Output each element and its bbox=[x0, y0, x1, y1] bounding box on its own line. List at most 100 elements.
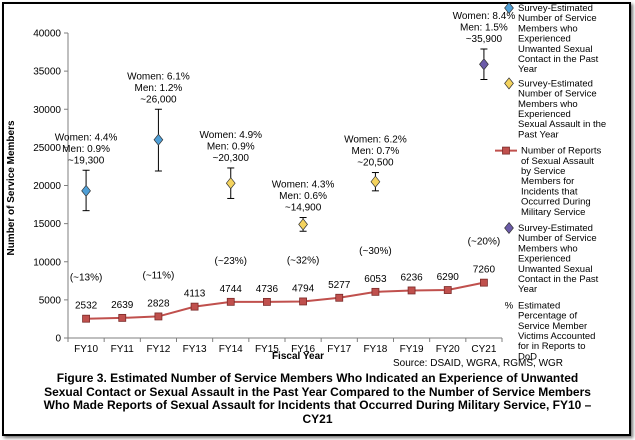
legend-label: Service Member bbox=[518, 321, 587, 332]
y-tick-label: 40000 bbox=[33, 29, 61, 40]
legend-label: Year bbox=[518, 284, 537, 295]
reports-point bbox=[480, 278, 488, 287]
x-tick-label: FY11 bbox=[111, 344, 135, 355]
caption-line: Figure 3. Estimated Number of Service Me… bbox=[56, 371, 579, 385]
estimate-annotation: Women: 4.3% bbox=[272, 180, 335, 191]
legend-marker bbox=[504, 221, 514, 235]
legend-label: Members who bbox=[518, 243, 578, 254]
y-tick-label: 15000 bbox=[33, 219, 61, 230]
estimate-annotation: ~14,900 bbox=[285, 203, 322, 214]
y-tick-label: 35000 bbox=[33, 67, 61, 78]
series-layer: 2532 2639 2828 4113 4744 4736 4794 5277 6053 6236… bbox=[55, 11, 515, 323]
legend-label: Number of Reports bbox=[521, 146, 602, 157]
usc-estimate-point bbox=[479, 58, 489, 71]
reports-data-label: 2828 bbox=[147, 298, 170, 309]
legend-label: Members who bbox=[518, 23, 578, 34]
estimate-annotation: Men: 1.2% bbox=[135, 83, 183, 94]
reports-point bbox=[299, 297, 307, 306]
legend-label: Unwanted Sexual bbox=[518, 44, 592, 55]
reports-point bbox=[371, 287, 380, 296]
legend-label: Number of Service bbox=[518, 233, 597, 244]
reports-data-label: 2639 bbox=[111, 300, 134, 311]
percent-label: (~13%) bbox=[70, 273, 103, 284]
reports-data-label: 2532 bbox=[75, 301, 98, 312]
legend-label: Number of Service bbox=[518, 89, 597, 100]
reports-point bbox=[263, 297, 271, 306]
y-tick-label: 25000 bbox=[33, 143, 61, 154]
x-tick-label: FY14 bbox=[219, 344, 243, 355]
estimate-annotation: ~19,300 bbox=[68, 155, 105, 166]
sa-estimate-point bbox=[370, 175, 381, 188]
legend-label: Number of Service bbox=[518, 13, 597, 24]
caption-line: Sexual Contact or Sexual Assault in the … bbox=[44, 384, 591, 399]
sa-estimate-point bbox=[298, 218, 308, 231]
reports-point bbox=[118, 313, 127, 322]
estimate-annotation: Men: 0.9% bbox=[62, 144, 110, 155]
reports-data-label: 6236 bbox=[400, 272, 423, 283]
legend-marker: % bbox=[505, 300, 514, 311]
legend-label: Percentage of bbox=[518, 311, 578, 322]
x-tick-label: FY12 bbox=[146, 344, 170, 355]
x-axis: FY10 FY11 FY12 FY13 FY14 FY15 FY16 FY17 FY18 FY19… bbox=[67, 338, 503, 355]
source-note: Source: DSAID, WGRA, RGMS, WGR bbox=[393, 358, 563, 369]
usc-estimate-point bbox=[81, 184, 91, 197]
estimate-annotation: ~26,000 bbox=[140, 94, 177, 105]
legend-label: Incidents that bbox=[521, 186, 578, 197]
x-tick-label: FY17 bbox=[327, 344, 351, 355]
x-axis-title: Fiscal Year bbox=[272, 351, 324, 362]
legend-label: of Sexual Assault bbox=[521, 156, 594, 167]
usc-estimate-point bbox=[153, 133, 164, 146]
y-tick-label: 5000 bbox=[39, 295, 62, 306]
percent-label: (~32%) bbox=[287, 255, 320, 266]
estimate-annotation: Women: 4.4% bbox=[55, 132, 118, 143]
x-tick-label: FY19 bbox=[400, 344, 424, 355]
legend-label: Estimated bbox=[518, 300, 560, 311]
y-axis: 0 5000 10000 15000 20000 25000 30000 35000 40000 bbox=[33, 29, 68, 345]
legend-label: DoD bbox=[518, 351, 537, 362]
estimate-annotation: Men: 1.5% bbox=[460, 23, 508, 34]
estimate-annotation: Women: 4.9% bbox=[199, 130, 262, 141]
figure-frame bbox=[2, 2, 631, 436]
y-tick-label: 10000 bbox=[33, 257, 61, 268]
estimate-annotation: ~35,900 bbox=[466, 34, 503, 45]
legend-label: for in Reports to bbox=[518, 341, 586, 352]
estimate-annotation: Women: 6.1% bbox=[127, 71, 190, 82]
caption-line: Who Made Reports of Sexual Assault for I… bbox=[43, 398, 592, 412]
legend-label: Year bbox=[518, 64, 537, 75]
legend-label: Military Service bbox=[521, 207, 585, 218]
estimate-annotation: Women: 6.2% bbox=[344, 135, 407, 146]
reports-data-label: 4744 bbox=[220, 284, 243, 295]
percent-label: (~20%) bbox=[468, 237, 501, 248]
estimate-annotation: Men: 0.9% bbox=[207, 141, 255, 152]
x-tick-label: CY21 bbox=[471, 344, 496, 355]
y-tick-label: 20000 bbox=[33, 181, 61, 192]
legend-label: Past Year bbox=[518, 129, 559, 140]
legend-marker bbox=[502, 146, 510, 155]
legend-label: Survey-Estimated bbox=[518, 3, 593, 14]
reports-data-label: 5277 bbox=[328, 280, 351, 291]
legend-label: by Service bbox=[521, 166, 565, 177]
reports-series-line bbox=[86, 281, 485, 320]
x-tick-label: FY16 bbox=[291, 344, 315, 355]
caption-line: CY21 bbox=[302, 411, 333, 426]
x-tick-label: FY15 bbox=[255, 344, 279, 355]
y-tick-label: 0 bbox=[55, 334, 61, 345]
percent-label: (~23%) bbox=[214, 256, 247, 267]
legend-marker bbox=[504, 1, 514, 15]
reports-data-label: 6290 bbox=[437, 272, 460, 283]
legend-label: Victims Accounted bbox=[518, 331, 595, 342]
x-tick-label: FY18 bbox=[363, 344, 387, 355]
percent-label: (~30%) bbox=[359, 246, 392, 257]
legend-label: Experienced bbox=[518, 34, 571, 45]
reports-point bbox=[226, 297, 235, 306]
estimate-annotation: Men: 0.7% bbox=[352, 146, 400, 157]
legend-marker bbox=[504, 77, 514, 90]
legend-label: Experienced bbox=[518, 109, 571, 120]
estimate-annotation: Men: 0.6% bbox=[279, 191, 327, 202]
